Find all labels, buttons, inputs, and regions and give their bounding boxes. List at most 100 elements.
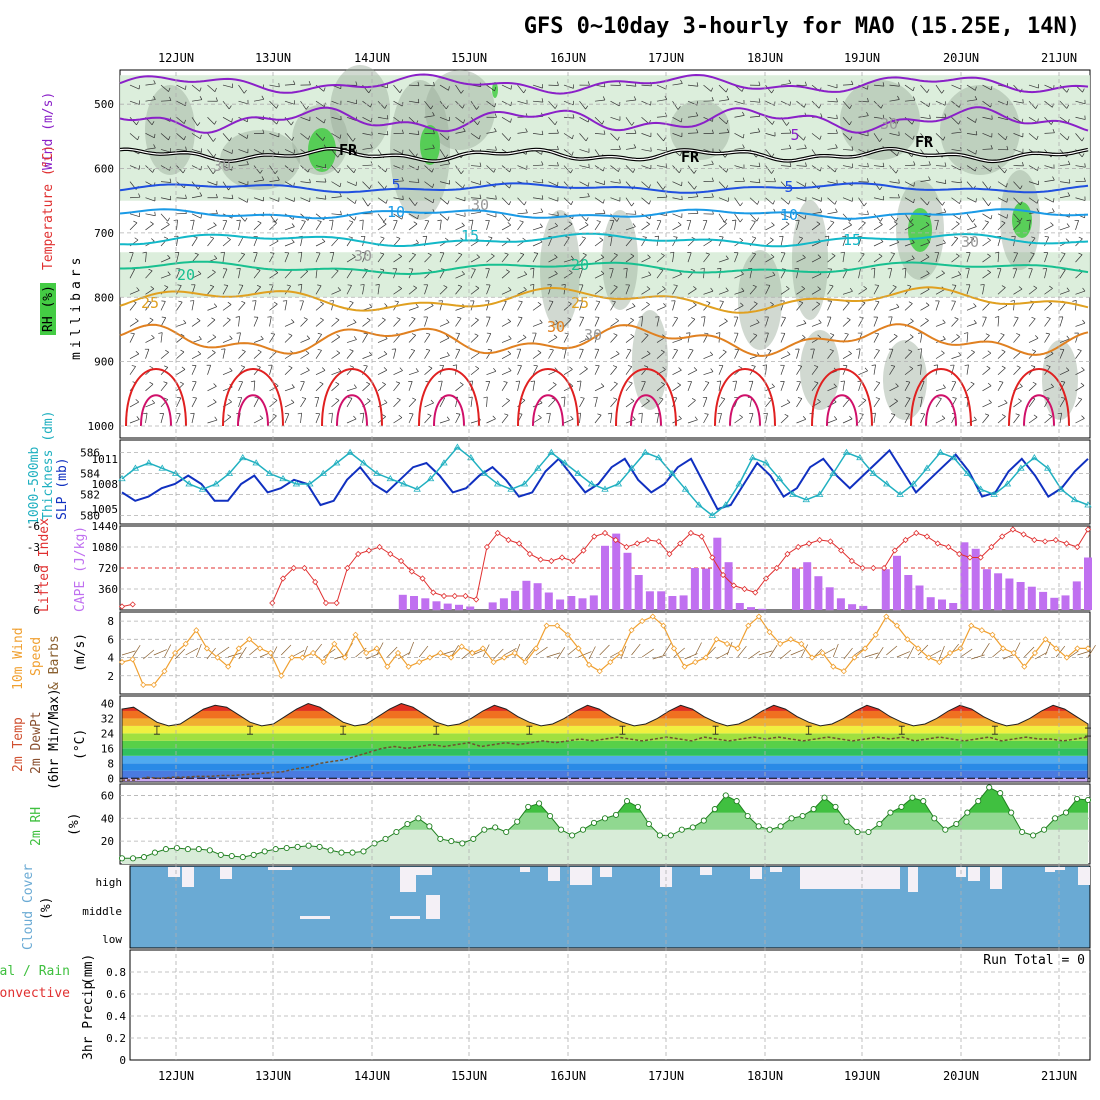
wind-barb — [532, 380, 536, 391]
cape-bar — [938, 599, 946, 610]
wind-barb — [253, 300, 257, 311]
wind-barb — [1059, 290, 1070, 295]
wind-barb — [455, 213, 466, 217]
isotherm-40 — [826, 394, 858, 427]
wind-barb — [191, 84, 200, 92]
wind-barb-flag — [879, 186, 883, 191]
wind-barb — [191, 99, 202, 102]
wind-barb-flag — [1078, 252, 1083, 255]
wind-barb-flag — [849, 121, 852, 126]
rh2m-marker — [129, 855, 137, 862]
cape-label-a: Lifted Index — [37, 518, 52, 612]
wind10-marker — [522, 659, 529, 666]
wind-barb — [207, 352, 216, 359]
wind-barb-flag — [412, 397, 417, 400]
lifted-index-marker — [1042, 538, 1049, 545]
wind-barb — [811, 348, 815, 359]
wind-barb — [424, 181, 433, 188]
tick-label: 2 — [107, 670, 114, 683]
wind-barb-flag — [664, 95, 668, 100]
wind-barb — [827, 197, 836, 205]
wind-barb-flag — [339, 192, 342, 197]
wind-barb-flag — [908, 349, 913, 352]
cape-bar — [915, 585, 924, 610]
date-labels-bottom: 12JUN 13JUN 14JUN 15JUN 16JUN 17JUN 18JUN 19JUN… — [158, 1069, 1077, 1083]
wind-barb — [1028, 100, 1036, 109]
wind-barb — [1044, 397, 1050, 408]
wind-barb — [811, 241, 822, 247]
wind-barb — [935, 242, 946, 247]
wind-barb — [796, 257, 806, 263]
wind-barb-flag — [168, 87, 171, 92]
thickness-marker — [400, 480, 408, 487]
wind-barb — [145, 402, 155, 408]
wind-barb — [176, 100, 186, 107]
rh2m-marker — [821, 794, 828, 801]
wind-barb-flag — [413, 285, 417, 289]
wind-barb-flag — [383, 218, 387, 223]
wind-barb — [346, 350, 354, 359]
date-label: 15JUN — [451, 1069, 487, 1083]
wind-barb-flag — [942, 384, 946, 389]
wind-barb-flag — [817, 398, 821, 403]
date-label: 12JUN — [158, 1069, 194, 1083]
rh2m-marker — [184, 846, 191, 853]
wind-barb-flag — [925, 317, 929, 321]
wind-barb — [982, 181, 989, 190]
wind-barb — [656, 115, 667, 118]
tick-label: 1080 — [92, 541, 119, 554]
wind-barb — [408, 213, 418, 220]
wind-barb — [625, 147, 636, 150]
wind-barb — [904, 197, 914, 204]
wind-barb-flag — [151, 399, 155, 404]
wind-barb-flag — [352, 137, 356, 142]
chart-title: GFS 0~10day 3-hourly for MAO (15.25E, 14… — [524, 14, 1080, 39]
wind-barb-flag — [371, 131, 373, 136]
rh2m-unit: (%) — [67, 813, 82, 836]
wind-barb — [796, 302, 804, 311]
wind-barb-flag — [381, 317, 386, 321]
thickness-marker — [909, 480, 918, 487]
wind-barb-flag — [261, 176, 265, 181]
rh2m-marker — [678, 826, 685, 833]
rh2m-marker — [865, 828, 872, 836]
wind-barb-flag — [1050, 383, 1054, 388]
wind-barb — [501, 382, 508, 392]
wind10-barb — [1077, 650, 1091, 656]
wind-barb — [548, 349, 554, 359]
wind10-marker — [1000, 645, 1007, 652]
wind-barb — [935, 211, 946, 215]
wind10-marker — [649, 613, 656, 620]
wind-barb — [610, 268, 614, 279]
rh2m-marker — [689, 824, 696, 831]
wind-barb — [269, 100, 277, 109]
wind-barb-flag — [196, 318, 201, 321]
wind-barb-flag — [988, 399, 992, 403]
cape-bar — [544, 592, 553, 610]
wind-barb-flag — [875, 381, 880, 384]
cape-bar — [511, 590, 520, 611]
wind-barb — [408, 413, 414, 424]
wind-barb-flag — [926, 239, 931, 243]
wind-barb — [765, 149, 773, 158]
cape-bar — [499, 598, 508, 610]
wind-barb-flag — [508, 286, 512, 291]
wind-barb — [579, 254, 587, 263]
lifted-index-marker — [1009, 526, 1016, 533]
cape-bar — [455, 604, 463, 611]
wind-barb-flag — [895, 383, 899, 387]
wind-barb — [1059, 226, 1070, 231]
date-label: 14JUN — [354, 51, 390, 65]
wind-barb — [997, 133, 1006, 141]
wind-barb — [222, 220, 228, 231]
wind-barb — [765, 274, 776, 279]
wind-barb — [873, 301, 880, 311]
wind-barb-flag — [461, 270, 465, 275]
rh2m-marker — [1073, 795, 1081, 802]
max-temp-marker — [247, 725, 254, 735]
wind-barb — [176, 397, 182, 408]
wind-barb — [470, 256, 480, 263]
wind-barb — [641, 381, 646, 391]
rh2m-marker — [327, 847, 334, 854]
wind-barb-flag — [630, 333, 635, 337]
